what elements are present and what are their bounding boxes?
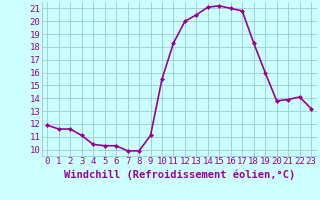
X-axis label: Windchill (Refroidissement éolien,°C): Windchill (Refroidissement éolien,°C)	[64, 169, 295, 180]
